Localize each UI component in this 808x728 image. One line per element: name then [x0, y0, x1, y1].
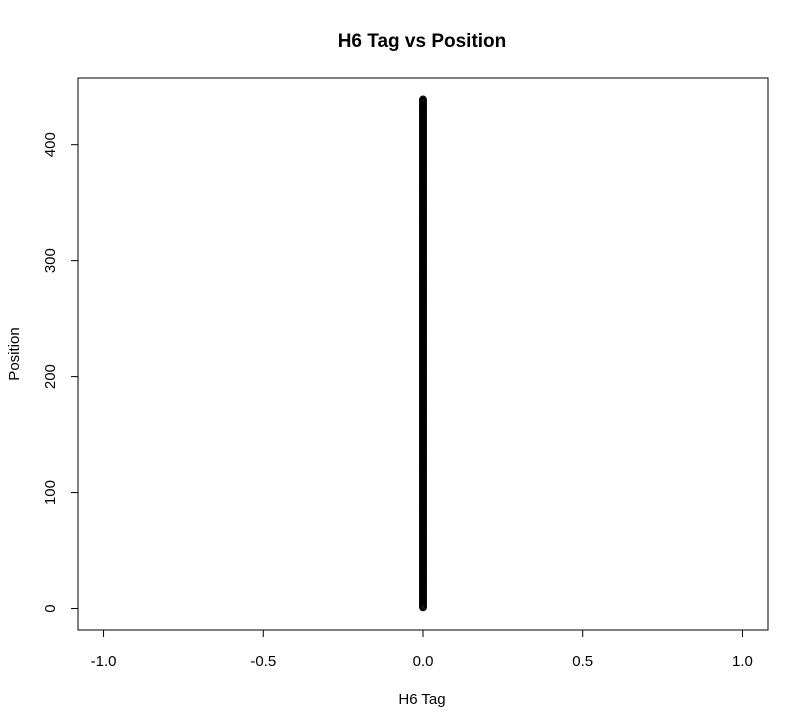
x-tick-label: 0.0: [413, 653, 434, 670]
x-axis-label: H6 Tag: [398, 691, 445, 708]
y-axis: 0 100 200 300 400: [42, 132, 79, 613]
x-tick-label: 1.0: [732, 653, 753, 670]
y-tick-label: 100: [42, 480, 59, 505]
y-tick-label: 200: [42, 364, 59, 389]
x-tick-label: 0.5: [572, 653, 593, 670]
y-axis-label: Position: [6, 327, 23, 380]
data-points: [419, 95, 427, 612]
y-tick-label: 400: [42, 132, 59, 157]
y-tick-label: 300: [42, 248, 59, 273]
x-tick-label: -1.0: [91, 653, 117, 670]
x-axis: -1.0 -0.5 0.0 0.5 1.0: [91, 629, 753, 670]
x-tick-label: -0.5: [250, 653, 276, 670]
data-point: [419, 95, 427, 104]
chart-title: H6 Tag vs Position: [338, 31, 507, 52]
y-tick-label: 0: [42, 604, 59, 612]
